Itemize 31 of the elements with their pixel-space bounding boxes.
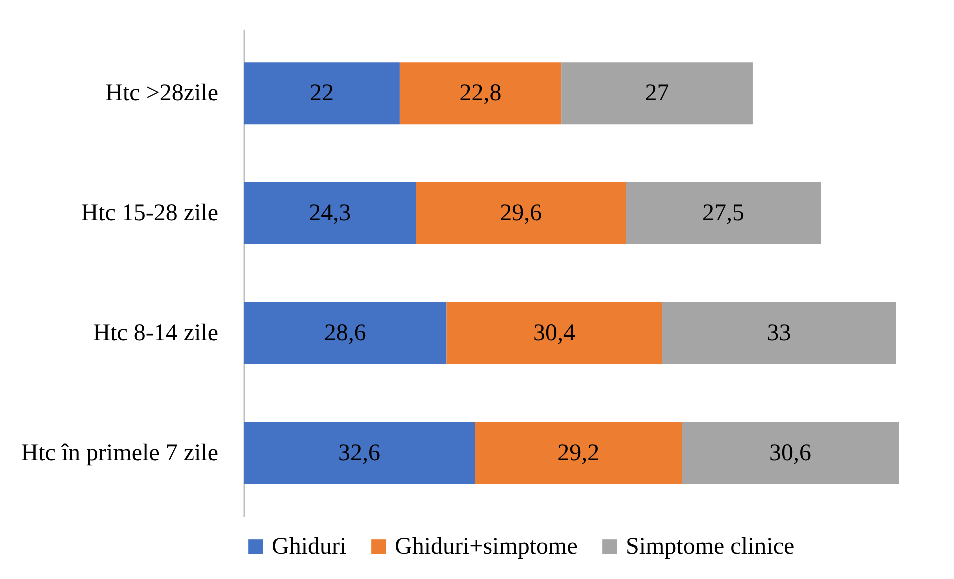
data-label: 24,3 [309, 200, 352, 227]
y-tick-label: Htc în primele 7 zile [21, 440, 218, 466]
data-label: 22,8 [460, 80, 502, 107]
y-tick-label: Htc 15-28 zile [81, 200, 218, 227]
data-label: 29,6 [500, 200, 542, 227]
data-label: 30,6 [770, 440, 812, 466]
data-label: 33 [767, 320, 792, 346]
y-tick-label: Htc 8-14 zile [93, 320, 218, 346]
bar [475, 422, 682, 484]
legend-label: Simptome clinice [626, 534, 795, 560]
bar [446, 302, 662, 364]
bar [562, 62, 753, 125]
data-label: 22 [310, 80, 334, 107]
data-label: 28,6 [324, 320, 366, 346]
y-tick-label: Htc >28zile [106, 80, 218, 107]
legend-label: Ghiduri+simptome [395, 534, 578, 560]
bar [244, 62, 400, 125]
bar [244, 422, 476, 484]
data-label: 32,6 [338, 440, 381, 466]
bar [244, 182, 416, 245]
data-label: 29,2 [558, 440, 600, 466]
data-label: 27,5 [702, 200, 745, 227]
legend-label: Ghiduri [272, 534, 347, 560]
bar [416, 182, 626, 245]
bar [244, 302, 447, 364]
bar [400, 62, 562, 125]
bar [662, 302, 896, 364]
bar [682, 422, 899, 484]
data-label: 27 [645, 80, 670, 107]
bar [626, 182, 822, 245]
data-label: 30,4 [533, 320, 576, 346]
